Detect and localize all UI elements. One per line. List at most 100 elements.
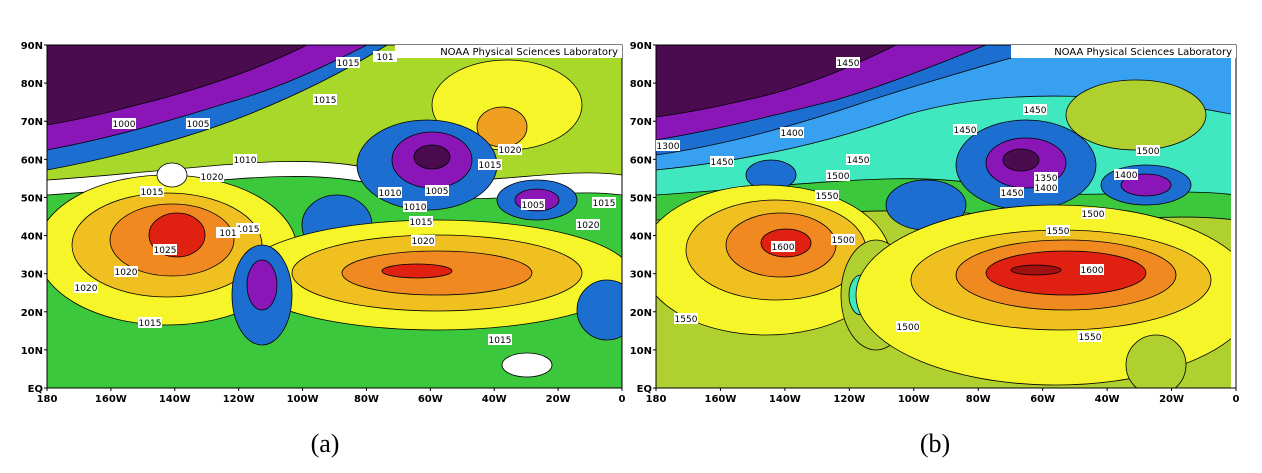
contour-label-bg	[1000, 187, 1024, 198]
contour-label-bg	[953, 124, 977, 135]
contour-label: 1005	[522, 201, 545, 211]
contour-label: 1550	[1047, 227, 1070, 237]
lon-label: 20W	[1159, 394, 1184, 405]
contour-label-bg	[138, 317, 162, 328]
contour-label: 1350	[1035, 174, 1058, 184]
contour-label: 1450	[711, 158, 734, 168]
contour-label-bg	[74, 282, 98, 293]
contour-label: 1450	[1024, 106, 1047, 116]
contour-label: 1010	[379, 189, 402, 199]
contour-label-bg	[336, 57, 360, 68]
lon-label: 140W	[159, 394, 191, 405]
contour-label-bg	[200, 171, 224, 182]
contour-label-bg	[831, 234, 855, 245]
contour-label-bg	[373, 51, 397, 62]
contour-label-bg	[498, 144, 522, 155]
contour-label-bg	[378, 187, 402, 198]
lat-label: 90N	[630, 41, 652, 52]
contour-label-bg	[674, 313, 698, 324]
lon-label: 160W	[95, 394, 127, 405]
frame	[46, 44, 623, 389]
region	[501, 352, 553, 378]
caption: (b)	[920, 429, 950, 458]
region	[985, 250, 1147, 296]
lon-label: 80W	[354, 394, 379, 405]
lat-label: EQ	[637, 384, 652, 395]
contour-label-bg	[1080, 264, 1104, 275]
lat-label: 10N	[21, 346, 43, 357]
contour-label-bg	[1034, 172, 1058, 183]
contour-label: 1550	[816, 192, 839, 202]
contour-label: 1015	[314, 96, 337, 106]
contour-label: 1300	[657, 142, 680, 152]
contour-label-bg	[233, 154, 257, 165]
contour-label: 1010	[404, 203, 427, 213]
contour-label-bg	[1136, 145, 1160, 156]
contour-label-bg	[112, 118, 136, 129]
contour-label-bg	[478, 159, 502, 170]
contour-label-bg	[425, 185, 449, 196]
contour-label-bg	[1114, 169, 1138, 180]
region	[576, 279, 622, 341]
contour-label: 1020	[577, 221, 600, 231]
lat-label: EQ	[28, 384, 43, 395]
contour-label: 1500	[1137, 147, 1160, 157]
contour-label: 1500	[832, 236, 855, 246]
contour-label: 1020	[412, 237, 435, 247]
contour-label: 1600	[772, 243, 795, 253]
contour-label-bg	[186, 118, 210, 129]
contour-label: 101	[219, 229, 236, 239]
lat-label: 10N	[630, 346, 652, 357]
lat-label: 60N	[21, 155, 43, 166]
contour-label: 1015	[139, 319, 162, 329]
contour-label: 1000	[113, 120, 136, 130]
contour-label: 1015	[237, 225, 260, 235]
lat-label: 20N	[630, 308, 652, 319]
contour-label-bg	[1081, 208, 1105, 219]
contour-label-bg	[836, 57, 860, 68]
contour-label: 1500	[1082, 210, 1105, 220]
region	[1065, 79, 1207, 151]
contour-label: 1025	[154, 246, 177, 256]
contour-label-bg	[896, 321, 920, 332]
lat-label: 90N	[21, 41, 43, 52]
contour-label: 1005	[187, 120, 210, 130]
contour-label: 1005	[426, 187, 449, 197]
region	[381, 263, 453, 279]
contour-label: 1500	[827, 172, 850, 182]
contour-label-bg	[521, 199, 545, 210]
contour-label: 1450	[1001, 189, 1024, 199]
contour-label-bg	[313, 94, 337, 105]
contour-label: 1020	[201, 173, 224, 183]
credit-box	[1011, 45, 1236, 58]
lon-label: 100W	[287, 394, 319, 405]
region	[1010, 264, 1062, 276]
contour-label: 1550	[675, 315, 698, 325]
lon-label: 20W	[546, 394, 571, 405]
contour-label-bg	[409, 216, 433, 227]
lat-label: 80N	[21, 79, 43, 90]
contour-label: 1600	[1081, 266, 1104, 276]
contour-label: 1015	[489, 336, 512, 346]
contour-label-bg	[1023, 104, 1047, 115]
frame	[655, 44, 1237, 389]
lon-label: 60W	[1030, 394, 1055, 405]
band	[47, 45, 308, 126]
credit: NOAA Physical Sciences Laboratory	[440, 47, 618, 58]
lon-label: 40W	[1095, 394, 1120, 405]
contour-label-bg	[411, 235, 435, 246]
lon-label: 180	[646, 394, 667, 405]
contour-label-bg	[403, 201, 427, 212]
contour-label: 1015	[410, 218, 433, 228]
contour-label: 1020	[115, 268, 138, 278]
contour-label: 101	[376, 53, 393, 63]
lat-label: 60N	[630, 155, 652, 166]
lat-label: 40N	[630, 232, 652, 243]
contour-label: 1020	[499, 146, 522, 156]
contour-label: 1500	[897, 323, 920, 333]
lat-label: 20N	[21, 308, 43, 319]
lon-label: 0	[1233, 394, 1240, 405]
lon-label: 140W	[769, 394, 801, 405]
contour-label-bg	[216, 227, 240, 238]
credit-box	[395, 45, 622, 58]
